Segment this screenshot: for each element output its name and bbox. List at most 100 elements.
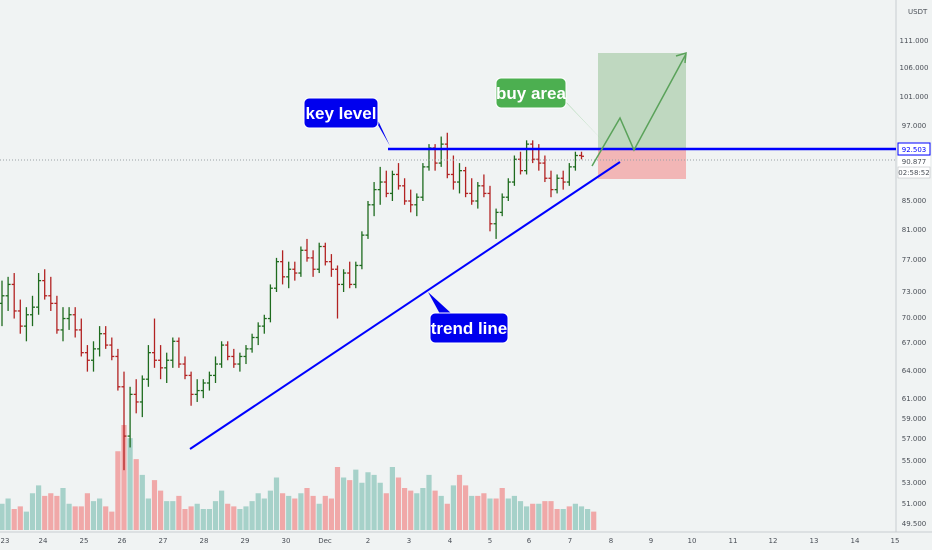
candle	[487, 185, 493, 232]
candle	[200, 379, 206, 399]
x-tick-label: 7	[568, 537, 572, 545]
candle	[511, 155, 517, 186]
y-tick-label: 57.000	[902, 435, 927, 443]
risk-reward-box	[598, 53, 686, 179]
x-tick-label: 3	[407, 537, 411, 545]
y-tick-label: 77.000	[902, 256, 927, 264]
candle	[505, 178, 511, 201]
candle	[524, 140, 530, 175]
candle	[145, 345, 151, 387]
candle	[188, 371, 194, 406]
candle	[359, 231, 365, 270]
volume-bar	[481, 493, 487, 530]
current-price: 92.503	[902, 146, 927, 154]
volume-bar	[524, 506, 530, 530]
candle	[499, 193, 505, 217]
candle	[48, 276, 54, 311]
candle	[579, 151, 584, 160]
volume-bar	[29, 493, 36, 530]
candle	[127, 386, 133, 448]
candle	[463, 166, 469, 198]
volume-bar	[310, 495, 316, 530]
volume-bar	[292, 498, 298, 530]
candle	[572, 151, 578, 171]
volume-bar	[237, 509, 243, 530]
candle	[530, 140, 536, 164]
candle	[84, 345, 90, 372]
volume-bar	[182, 509, 188, 530]
y-tick-label: 49.500	[902, 520, 927, 528]
candle	[310, 250, 316, 277]
volume-bar	[103, 506, 109, 530]
buy-area-callout[interactable]: buy area	[495, 77, 604, 142]
candle	[365, 201, 371, 239]
y-tick-label: 61.000	[902, 395, 927, 403]
volume-bar	[212, 501, 219, 530]
candle	[548, 170, 554, 198]
key-level-callout[interactable]: key level	[303, 97, 390, 146]
y-tick-label: 55.000	[902, 457, 927, 465]
y-tick-label: 59.000	[902, 415, 927, 423]
volume-bar	[578, 506, 585, 530]
y-tick-label: 73.000	[902, 288, 927, 296]
volume-bar	[255, 493, 261, 530]
volume-bar	[328, 498, 334, 530]
buy-area-label: buy area	[496, 84, 566, 103]
trend-line-callout[interactable]: trend line	[428, 292, 509, 344]
candle	[139, 375, 145, 418]
volume-bar	[347, 480, 353, 530]
candle	[60, 307, 66, 342]
candle	[78, 318, 84, 357]
volume-bar	[225, 503, 231, 530]
candle	[91, 341, 96, 372]
volume-bar	[463, 485, 469, 530]
projection-arrowhead	[675, 51, 687, 64]
candle	[402, 178, 408, 205]
volume-bar	[273, 477, 280, 530]
candle	[36, 273, 42, 315]
candle	[121, 371, 127, 471]
candle	[475, 182, 481, 209]
x-tick-label: 24	[39, 537, 48, 545]
volume-bar	[389, 467, 395, 530]
candle	[158, 345, 164, 380]
candle	[11, 273, 17, 319]
y-tick-label: 85.000	[902, 197, 927, 205]
volume-bar	[365, 472, 371, 530]
volume-bar	[84, 493, 90, 530]
volume-bar	[11, 509, 17, 530]
candle	[383, 170, 389, 198]
x-tick-label: 11	[729, 537, 738, 545]
candle	[560, 170, 566, 190]
candle	[0, 280, 5, 327]
volume-bar	[42, 495, 48, 530]
volume-bar	[48, 493, 54, 530]
volume-bar	[469, 495, 475, 530]
candle	[280, 250, 286, 285]
volume-bar	[36, 485, 42, 530]
volume-bar	[54, 495, 60, 530]
volume-bar	[206, 509, 212, 530]
candle	[133, 379, 139, 414]
volume-bar	[66, 503, 72, 530]
volume-bar	[420, 488, 426, 530]
candle	[469, 178, 475, 205]
trend-line[interactable]	[189, 161, 621, 450]
volume-bar	[280, 493, 286, 530]
candle	[97, 326, 103, 357]
volume-bar	[322, 495, 328, 530]
volume-bar	[231, 506, 237, 530]
candle	[347, 261, 353, 289]
candle	[17, 299, 23, 334]
countdown: 02:58:52	[898, 169, 929, 177]
candle	[225, 341, 231, 361]
volume-bar	[121, 425, 127, 530]
y-tick-label: 64.000	[902, 367, 927, 375]
volume-bar	[585, 509, 591, 530]
x-tick-label: 25	[80, 537, 89, 545]
volume-bar	[383, 493, 389, 530]
y-tick-label: 81.000	[902, 226, 927, 234]
projection-path[interactable]	[591, 53, 687, 167]
